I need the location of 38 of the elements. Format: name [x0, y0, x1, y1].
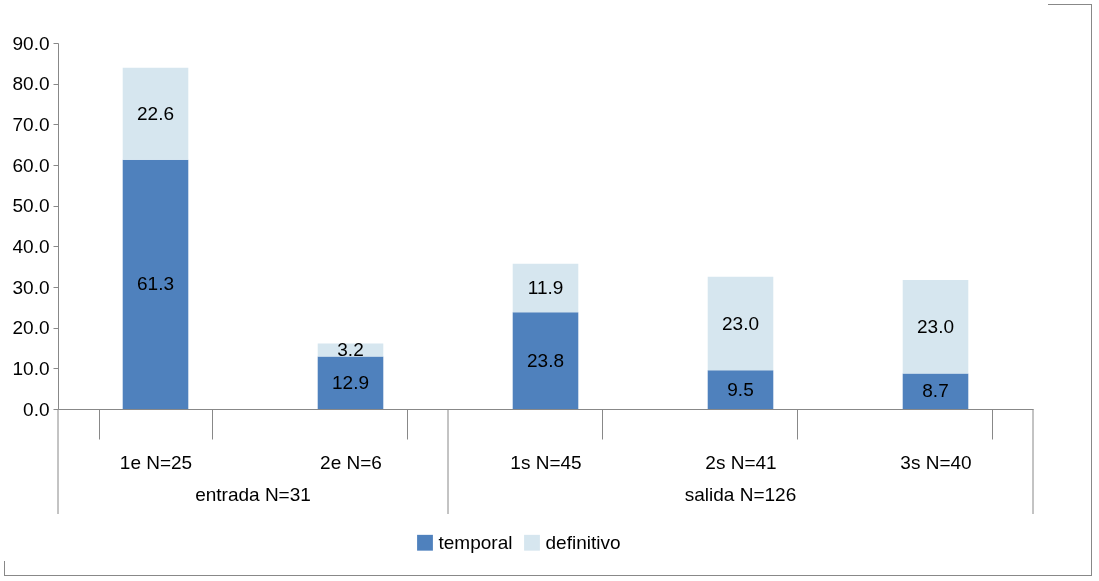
bar	[122, 67, 189, 160]
data-label: 23.0	[917, 315, 954, 337]
bar	[902, 280, 969, 374]
bar	[122, 159, 189, 409]
bar	[317, 356, 384, 409]
data-label: 61.3	[137, 273, 174, 295]
y-tick-label: 50.0	[12, 195, 50, 217]
y-tick-label: 60.0	[12, 154, 50, 176]
data-label: 9.5	[727, 378, 754, 400]
data-label: 23.0	[722, 312, 759, 334]
legend-label: temporal	[438, 531, 513, 553]
bar	[512, 263, 579, 313]
y-tick-label: 30.0	[12, 276, 50, 298]
x-tick-label: 1s N=45	[510, 451, 582, 473]
text: salida N=126	[684, 484, 797, 505]
text: entrada N=31	[195, 484, 311, 505]
y-tick-label: 10.0	[12, 357, 50, 379]
y-tick-label: 40.0	[12, 235, 50, 257]
data-label: 8.7	[922, 380, 949, 402]
bar	[707, 370, 774, 409]
data-label: 12.9	[332, 371, 369, 393]
x-tick-label: 3s N=40	[900, 451, 972, 473]
y-tick-label: 70.0	[12, 113, 50, 135]
y-tick-label: 90.0	[12, 32, 50, 54]
x-tick-label: 1e N=25	[119, 451, 193, 473]
y-tick-label: 0.0	[23, 398, 50, 420]
y-tick-label: 80.0	[12, 73, 50, 95]
x-tick-label: 2s N=41	[705, 451, 777, 473]
x-tick-label: 2e N=6	[320, 451, 382, 473]
y-tick-label: 20.0	[12, 317, 50, 339]
legend-label: definitivo	[545, 531, 621, 553]
data-label: 3.2	[337, 339, 364, 361]
data-label: 23.8	[527, 349, 564, 371]
bar	[512, 312, 579, 409]
data-label: 11.9	[527, 277, 564, 299]
data-label: 22.6	[137, 102, 174, 124]
bar	[707, 276, 774, 371]
bar	[902, 373, 969, 409]
